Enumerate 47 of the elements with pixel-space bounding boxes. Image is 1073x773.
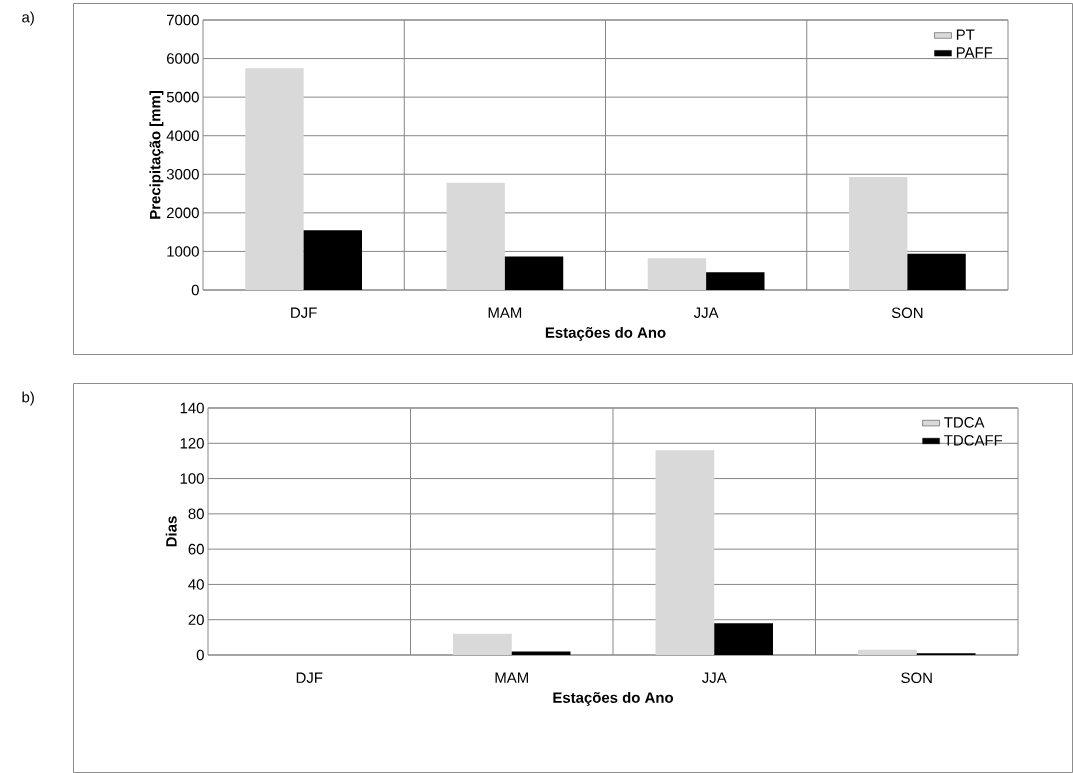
bar <box>706 272 765 290</box>
y-tick-label: 4000 <box>166 130 199 141</box>
y-axis-title: Precipitação [mm] <box>149 91 164 219</box>
x-axis-title: Estações do Ano <box>553 691 674 706</box>
bar <box>714 623 773 655</box>
y-tick-label: 5000 <box>166 91 199 103</box>
legend-label: TDCA <box>944 417 985 428</box>
x-tick-label: JJA <box>702 672 727 683</box>
bar <box>907 253 966 290</box>
bar <box>453 633 512 655</box>
bar <box>858 649 917 655</box>
y-tick-label: 3000 <box>166 168 199 180</box>
bar <box>245 68 304 290</box>
legend-label: PT <box>956 29 975 40</box>
text: b) <box>22 391 34 406</box>
bar <box>504 256 564 290</box>
bar <box>655 450 715 655</box>
x-tick-label: SON <box>891 307 923 319</box>
y-tick-label: 0 <box>191 284 199 296</box>
y-tick-label: 0 <box>196 649 204 661</box>
bar <box>303 230 362 290</box>
x-axis-title: Estações do Ano <box>545 326 666 341</box>
bar <box>511 651 571 655</box>
y-tick-label: 80 <box>188 508 204 520</box>
y-tick-label: 7000 <box>167 14 199 26</box>
x-tick-label: DJF <box>296 672 323 683</box>
legend-label: PAFF <box>956 47 993 58</box>
y-tick-label: 100 <box>180 473 204 484</box>
y-tick-label: 6000 <box>167 53 199 64</box>
y-tick-label: 120 <box>180 437 204 449</box>
legend-label: TDCAFF <box>944 435 1003 446</box>
text: a) <box>22 11 34 26</box>
bar <box>849 176 908 290</box>
y-axis-title: Dias <box>165 516 177 547</box>
x-tick-label: MAM <box>495 672 528 683</box>
y-tick-label: 1000 <box>167 246 199 257</box>
bar <box>647 258 707 290</box>
x-tick-label: JJA <box>693 307 719 318</box>
y-tick-label: 20 <box>188 614 204 625</box>
y-tick-label: 40 <box>188 579 204 590</box>
x-tick-label: DJF <box>291 307 317 318</box>
x-tick-label: MAM <box>488 307 522 318</box>
y-tick-label: 2000 <box>166 207 199 219</box>
bar <box>446 182 505 290</box>
x-tick-label: SON <box>901 672 932 684</box>
y-tick-label: 140 <box>180 402 204 414</box>
y-tick-label: 60 <box>188 543 204 555</box>
